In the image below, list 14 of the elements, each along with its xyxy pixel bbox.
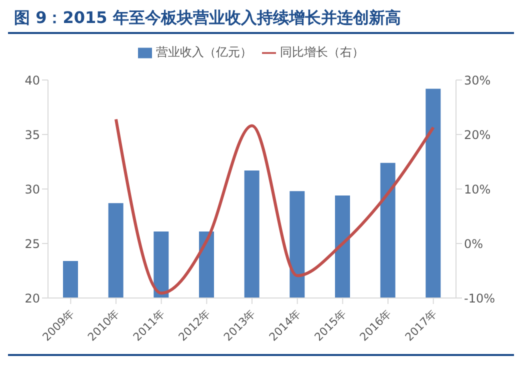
y-tick-label: 30 [24,182,40,196]
legend-label: 同比增长（右） [280,45,364,59]
y-tick-label: 40 [24,73,40,88]
line-series [114,118,435,295]
y2-tick-label: 30% [464,73,491,88]
y-tick-label: 20 [24,291,40,306]
y2-tick-label: 0% [464,236,484,251]
y2-tick-label: 10% [464,182,491,196]
y2-tick-label: -10% [464,291,496,306]
y2-tick-label: 20% [464,128,491,142]
chart-title: 图 9：2015 年至今板块营业收入持续增长并连创新高 [8,8,514,34]
y-tick-label: 35 [24,128,40,142]
y-tick-label: 25 [24,236,40,251]
legend-label: 营业收入（亿元） [156,45,252,59]
